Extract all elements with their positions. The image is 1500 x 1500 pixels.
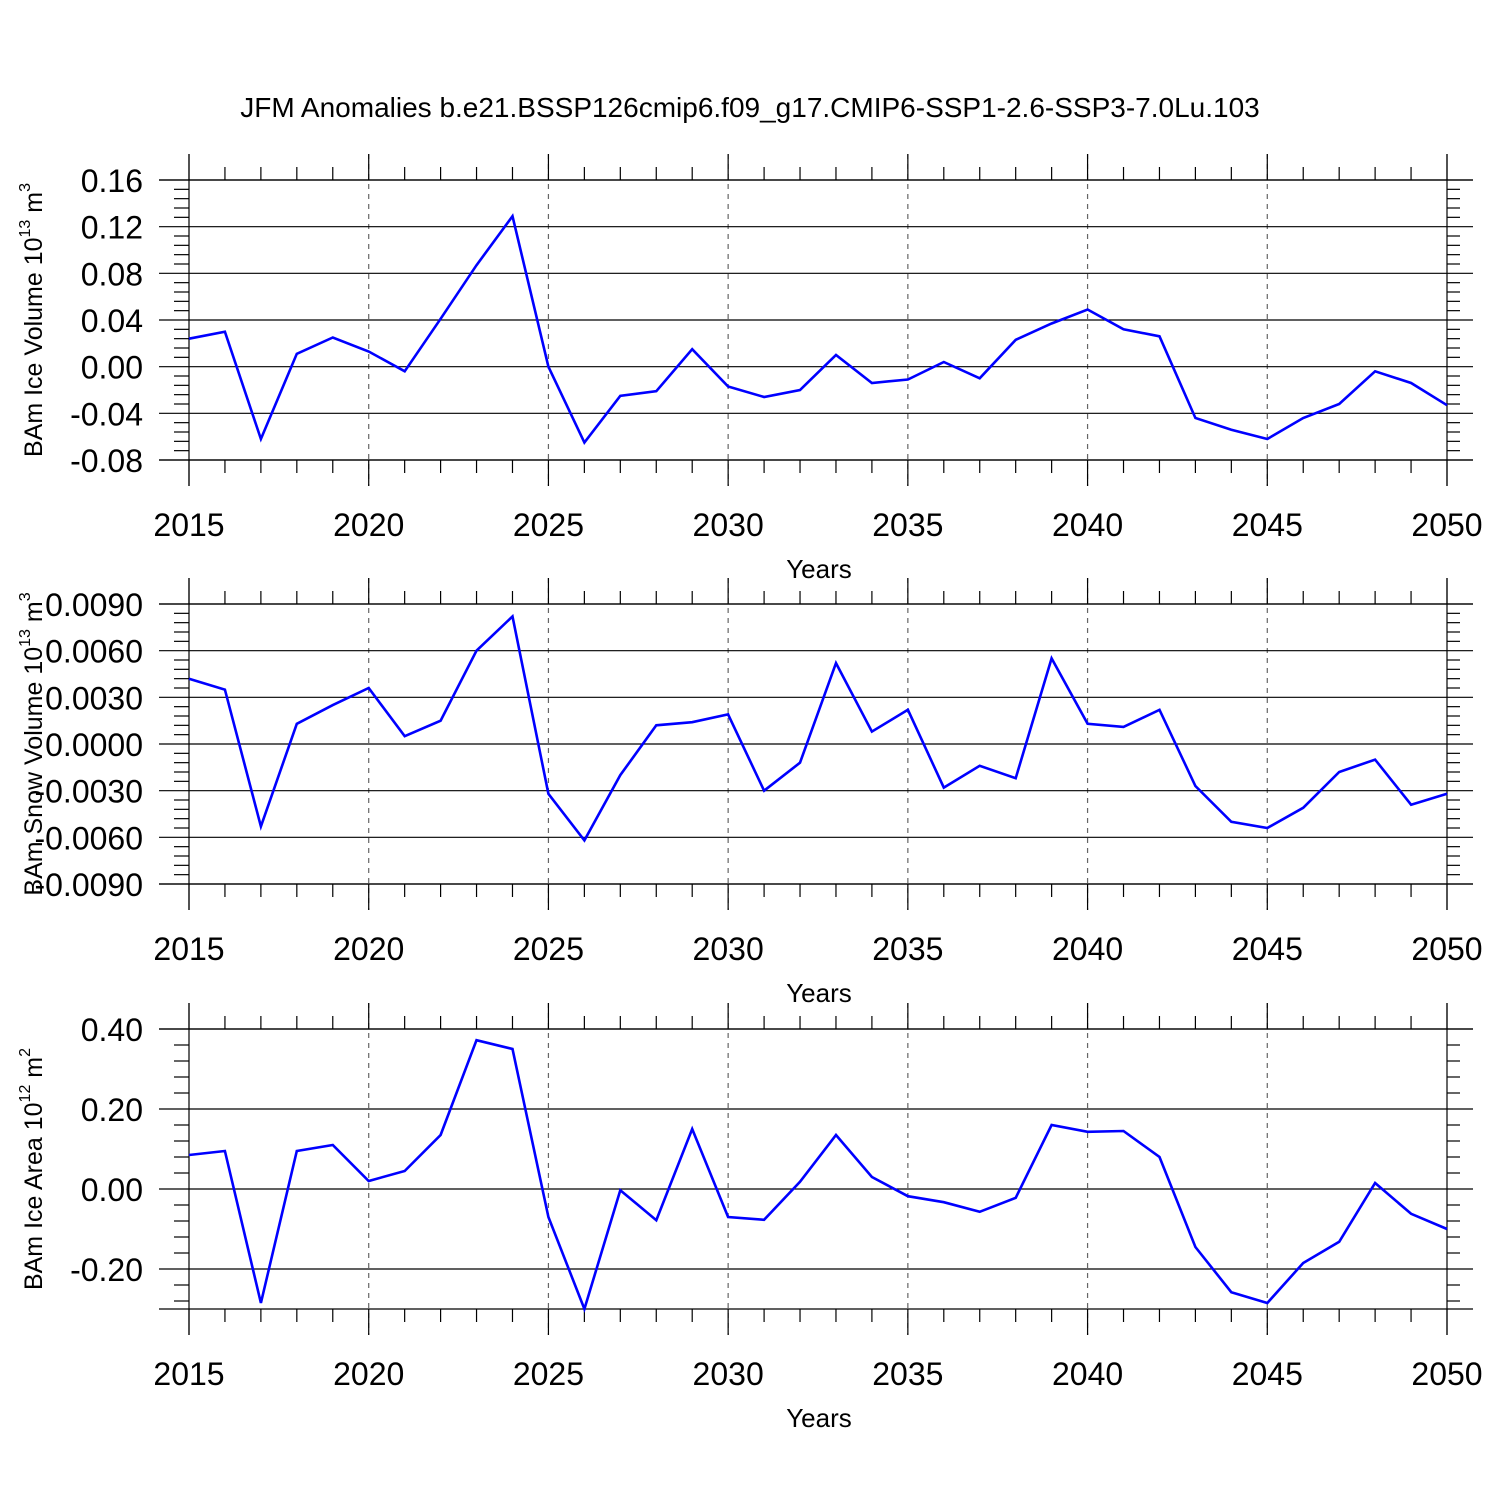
y-label-text: BAm Ice Volume 10 <box>20 237 48 457</box>
y-tick-label: 0.0000 <box>45 727 143 763</box>
y-tick-label: 0.04 <box>81 303 143 339</box>
y-tick-label: 0.40 <box>81 1012 143 1048</box>
y-label-exponent: 13 <box>17 629 34 647</box>
y-tick-label: 0.00 <box>81 350 143 386</box>
x-tick-label: 2030 <box>693 507 764 543</box>
x-tick-label: 2050 <box>1411 931 1482 967</box>
y-tick-label: 0.0060 <box>45 634 143 670</box>
y-tick-label: -0.0090 <box>34 867 143 903</box>
panel-3: 2015 2020 2025 2030 2035 2040 2045 2050 -0.20 0.0… <box>17 1003 1483 1433</box>
y-label-text: BAm Ice Area 10 <box>20 1102 48 1290</box>
panels: 2015 2020 2025 2030 2035 2040 2045 2050 -0.08 -0.… <box>17 154 1483 1433</box>
y-label-text: BAm Snow Volume 10 <box>20 647 48 896</box>
x-tick-label: 2045 <box>1232 1356 1303 1392</box>
x-tick-label: 2040 <box>1052 507 1123 543</box>
y-label-exponent: 13 <box>17 220 34 238</box>
y-tick-label: 0.00 <box>81 1172 143 1208</box>
x-tick-label: 2035 <box>872 1356 943 1392</box>
y-label-unit: m <box>20 1057 48 1085</box>
y-tick-label: -0.20 <box>70 1252 143 1288</box>
x-tick-label: 2035 <box>872 931 943 967</box>
y-tick-label: 0.12 <box>81 210 143 246</box>
x-tick-label: 2020 <box>333 931 404 967</box>
x-axis-label: Years <box>786 554 852 584</box>
x-tick-label: 2015 <box>153 1356 224 1392</box>
y-axis-label: BAm Snow Volume 1013 m3 <box>17 592 48 895</box>
y-axis-label: BAm Ice Volume 1013 m3 <box>17 183 48 457</box>
panel-1: 2015 2020 2025 2030 2035 2040 2045 2050 -0.08 -0.… <box>17 154 1483 584</box>
y-tick-label: -0.04 <box>70 396 143 432</box>
x-tick-label: 2050 <box>1411 507 1482 543</box>
series-line <box>188 613 1448 843</box>
x-tick-label: 2040 <box>1052 931 1123 967</box>
x-tick-label: 2040 <box>1052 1356 1123 1392</box>
y-tick-label: 0.08 <box>81 256 143 292</box>
x-tick-label: 2030 <box>693 1356 764 1392</box>
x-tick-label: 2030 <box>693 931 764 967</box>
y-tick-label: 0.16 <box>81 163 143 199</box>
x-tick-label: 2050 <box>1411 1356 1482 1392</box>
y-label-exponent: 12 <box>17 1085 34 1103</box>
x-tick-label: 2020 <box>333 1356 404 1392</box>
x-tick-label: 2025 <box>513 931 584 967</box>
x-tick-label: 2045 <box>1232 507 1303 543</box>
chart-title: JFM Anomalies b.e21.BSSP126cmip6.f09_g17… <box>240 92 1259 123</box>
y-tick-label: -0.0030 <box>34 774 143 810</box>
x-axis-label: Years <box>786 1403 852 1433</box>
y-label-unit: m <box>20 601 48 629</box>
x-tick-label: 2035 <box>872 507 943 543</box>
y-tick-label: 0.0090 <box>45 587 143 623</box>
x-tick-label: 2020 <box>333 507 404 543</box>
y-tick-label: 0.20 <box>81 1092 143 1128</box>
y-label-unit-exponent: 2 <box>17 1048 34 1057</box>
x-tick-label: 2045 <box>1232 931 1303 967</box>
x-tick-label: 2015 <box>153 507 224 543</box>
y-tick-label: -0.0060 <box>34 820 143 856</box>
x-tick-label: 2015 <box>153 931 224 967</box>
series-line <box>188 213 1448 445</box>
x-tick-label: 2025 <box>513 507 584 543</box>
y-label-unit-exponent: 3 <box>17 592 34 601</box>
y-label-unit: m <box>20 192 48 220</box>
series-line <box>188 1038 1448 1313</box>
y-tick-label: -0.08 <box>70 443 143 479</box>
x-tick-label: 2025 <box>513 1356 584 1392</box>
y-axis-label: BAm Ice Area 1012 m2 <box>17 1048 48 1290</box>
panel-2: 2015 2020 2025 2030 2035 2040 2045 2050 -0.0090 -… <box>17 578 1483 1008</box>
y-label-unit-exponent: 3 <box>17 183 34 192</box>
x-axis-label: Years <box>786 978 852 1008</box>
y-tick-label: 0.0030 <box>45 680 143 716</box>
